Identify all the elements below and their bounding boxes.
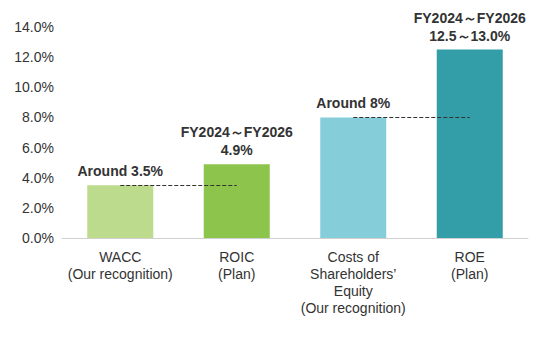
svg-text:(Our recognition): (Our recognition): [68, 266, 173, 282]
svg-text:12.5～13.0%: 12.5～13.0%: [429, 28, 510, 44]
svg-text:ROE: ROE: [455, 249, 485, 265]
svg-text:WACC: WACC: [99, 249, 141, 265]
svg-text:(Our recognition): (Our recognition): [301, 300, 406, 316]
svg-text:14.0%: 14.0%: [14, 19, 54, 35]
svg-text:FY2024～FY2026: FY2024～FY2026: [181, 124, 293, 140]
svg-text:Shareholders’: Shareholders’: [310, 266, 396, 282]
svg-text:(Plan): (Plan): [218, 266, 255, 282]
svg-text:(Plan): (Plan): [451, 266, 488, 282]
svg-text:FY2024～FY2026: FY2024～FY2026: [414, 10, 526, 26]
svg-text:6.0%: 6.0%: [22, 140, 54, 156]
svg-text:4.9%: 4.9%: [221, 142, 253, 158]
svg-text:4.0%: 4.0%: [22, 170, 54, 186]
svg-text:10.0%: 10.0%: [14, 79, 54, 95]
svg-text:12.0%: 12.0%: [14, 49, 54, 65]
svg-text:8.0%: 8.0%: [22, 109, 54, 125]
svg-text:Around 3.5%: Around 3.5%: [77, 163, 163, 179]
svg-text:2.0%: 2.0%: [22, 200, 54, 216]
svg-text:ROIC: ROIC: [219, 249, 254, 265]
svg-text:Around 8%: Around 8%: [316, 95, 390, 111]
svg-text:Costs of: Costs of: [328, 249, 379, 265]
svg-text:0.0%: 0.0%: [22, 230, 54, 246]
svg-text:Equity: Equity: [334, 283, 373, 299]
